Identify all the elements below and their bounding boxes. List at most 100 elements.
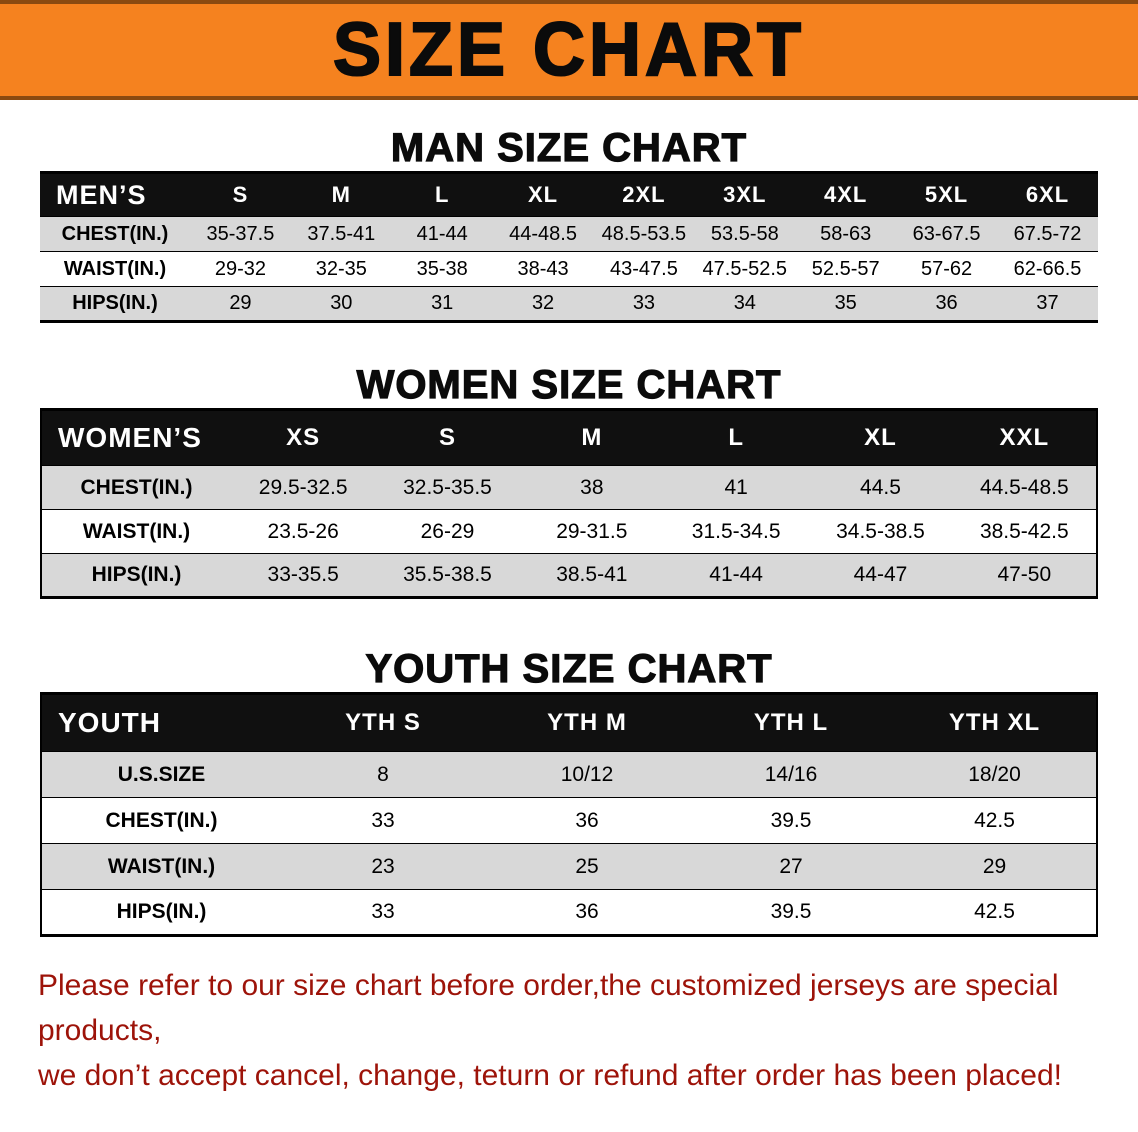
size-value-cell: 38-43 xyxy=(517,257,569,280)
size-column-header: S xyxy=(438,424,456,451)
size-value-cell: 31 xyxy=(431,292,454,314)
size-value-cell: 39.5 xyxy=(770,900,812,923)
size-column-header: YTH S xyxy=(345,709,421,736)
table-row: CHEST(IN.) 29.5-32.5 32.5-35.5 38 41 44.5 44.5… xyxy=(41,465,1097,510)
size-value-cell: 63-67.5 xyxy=(912,222,981,245)
size-value-cell: 43-47.5 xyxy=(610,257,678,280)
size-value-cell: 47.5-52.5 xyxy=(702,257,788,280)
size-value-cell: 36 xyxy=(935,292,958,314)
size-value-cell: 35 xyxy=(834,292,857,314)
size-value-cell: 48.5-53.5 xyxy=(601,222,687,245)
size-value-cell: 35-38 xyxy=(416,257,468,280)
size-column-header: XL xyxy=(864,424,897,451)
size-value-cell: 44.5-48.5 xyxy=(979,475,1069,499)
size-value-cell: 44-47 xyxy=(853,563,908,586)
size-value-cell: 25 xyxy=(575,854,599,878)
size-value-cell: 44-48.5 xyxy=(509,222,577,245)
size-value-cell: 57-62 xyxy=(920,257,973,280)
table-corner-label: WOMEN’S xyxy=(58,422,202,453)
disclaimer-line-2: we don’t accept cancel, change, teturn o… xyxy=(38,1059,1062,1092)
size-value-cell: 37 xyxy=(1036,292,1059,314)
size-column-header: L xyxy=(728,424,744,451)
size-column-header: S xyxy=(232,182,249,207)
size-column-header: YTH XL xyxy=(948,709,1041,736)
row-label: WAIST(IN.) xyxy=(82,519,191,543)
table-header-row: YOUTH YTH S YTH M YTH L YTH XL xyxy=(41,693,1097,752)
man-section-heading: MAN SIZE CHART xyxy=(390,125,748,170)
banner-title: SIZE CHART xyxy=(332,7,805,93)
size-value-cell: 47-50 xyxy=(997,563,1052,586)
size-value-cell: 31.5-34.5 xyxy=(691,519,781,543)
size-column-header: M xyxy=(581,424,603,451)
table-row: HIPS(IN.) 33 36 39.5 42.5 xyxy=(41,889,1097,936)
size-chart-banner: SIZE CHART xyxy=(0,0,1138,100)
row-label: HIPS(IN.) xyxy=(91,563,182,586)
size-value-cell: 42.5 xyxy=(974,900,1015,923)
size-value-cell: 41-44 xyxy=(416,222,468,245)
size-value-cell: 38.5-41 xyxy=(556,563,628,586)
size-value-cell: 33 xyxy=(371,808,395,832)
size-column-header: YTH L xyxy=(753,709,829,736)
size-value-cell: 33 xyxy=(371,900,395,923)
size-value-cell: 41 xyxy=(724,475,748,499)
size-value-cell: 36 xyxy=(575,808,599,832)
size-value-cell: 29-32 xyxy=(214,257,267,280)
size-value-cell: 10/12 xyxy=(560,762,614,786)
order-disclaimer: Please refer to our size chart before or… xyxy=(0,963,1138,1098)
size-value-cell: 52.5-57 xyxy=(811,257,880,280)
row-label: WAIST(IN.) xyxy=(63,257,167,280)
row-label: CHEST(IN.) xyxy=(105,808,218,832)
size-value-cell: 29 xyxy=(229,292,252,314)
size-value-cell: 34.5-38.5 xyxy=(836,519,925,543)
size-value-cell: 29 xyxy=(982,854,1007,878)
size-column-header: YTH M xyxy=(547,709,627,736)
size-column-header: 5XL xyxy=(924,182,969,207)
size-value-cell: 41-44 xyxy=(709,563,763,586)
table-row: U.S.SIZE 8 10/12 14/16 18/20 xyxy=(41,751,1097,798)
youth-section-heading: YOUTH SIZE CHART xyxy=(365,646,773,691)
mens-size-table: MEN’S S M L XL 2XL 3XL 4XL 5XL 6XL CHEST(IN.) 35-37… xyxy=(40,171,1098,323)
row-label: WAIST(IN.) xyxy=(107,854,216,878)
size-value-cell: 42.5 xyxy=(974,808,1015,832)
size-value-cell: 27 xyxy=(779,854,803,878)
size-value-cell: 44.5 xyxy=(860,475,901,499)
table-header-row: MEN’S S M L XL 2XL 3XL 4XL 5XL 6XL xyxy=(40,172,1098,217)
size-column-header: L xyxy=(434,182,450,207)
size-column-header: 2XL xyxy=(622,182,666,207)
size-value-cell: 14/16 xyxy=(764,762,818,786)
size-value-cell: 32 xyxy=(531,292,555,314)
table-corner-label: MEN’S xyxy=(56,179,147,210)
table-row: HIPS(IN.) 33-35.5 35.5-38.5 38.5-41 41-44 44-… xyxy=(41,553,1097,598)
size-value-cell: 23.5-26 xyxy=(267,519,339,543)
table-row: CHEST(IN.) 35-37.5 37.5-41 41-44 44-48.5 48.5… xyxy=(40,216,1098,252)
row-label: HIPS(IN.) xyxy=(116,900,207,923)
size-value-cell: 39.5 xyxy=(770,808,812,832)
table-row: WAIST(IN.) 29-32 32-35 35-38 38-43 43-47.5 47.… xyxy=(40,251,1098,287)
size-value-cell: 33 xyxy=(632,292,656,314)
size-value-cell: 36 xyxy=(575,900,599,923)
row-label: CHEST(IN.) xyxy=(80,475,193,499)
size-value-cell: 23 xyxy=(371,854,395,878)
size-value-cell: 30 xyxy=(330,292,353,314)
size-value-cell: 53.5-58 xyxy=(710,222,779,245)
size-column-header: 6XL xyxy=(1025,182,1070,207)
table-corner-label: YOUTH xyxy=(58,707,161,738)
womens-size-table: WOMEN’S XS S M L XL XXL CHEST(IN.) 29.5-32.5 32.5… xyxy=(40,408,1098,599)
size-column-header: XS xyxy=(286,424,321,451)
table-row: WAIST(IN.) 23.5-26 26-29 29-31.5 31.5-34.5 34… xyxy=(41,509,1097,554)
size-value-cell: 32-35 xyxy=(315,257,367,280)
table-header-row: WOMEN’S XS S M L XL XXL xyxy=(41,409,1097,466)
size-column-header: 3XL xyxy=(723,182,767,207)
table-row: WAIST(IN.) 23 25 27 29 xyxy=(41,843,1097,890)
size-value-cell: 35.5-38.5 xyxy=(403,563,492,586)
size-value-cell: 38 xyxy=(580,475,604,499)
size-column-header: XXL xyxy=(999,424,1050,451)
size-value-cell: 32.5-35.5 xyxy=(403,475,492,499)
size-value-cell: 58-63 xyxy=(820,222,872,245)
size-column-header: XL xyxy=(528,182,559,207)
size-value-cell: 29-31.5 xyxy=(556,519,628,543)
size-value-cell: 37.5-41 xyxy=(307,222,376,245)
size-column-header: 4XL xyxy=(824,182,868,207)
size-value-cell: 29.5-32.5 xyxy=(258,475,348,499)
